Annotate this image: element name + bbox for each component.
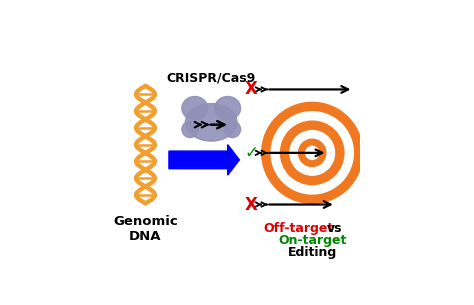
- Text: vs: vs: [327, 222, 342, 235]
- Circle shape: [271, 112, 353, 194]
- Text: Editing: Editing: [288, 246, 337, 259]
- Ellipse shape: [182, 121, 198, 138]
- Circle shape: [290, 131, 335, 175]
- Text: X: X: [245, 196, 257, 213]
- Text: On-target: On-target: [278, 234, 346, 247]
- Ellipse shape: [182, 96, 208, 120]
- FancyArrow shape: [169, 145, 239, 175]
- Text: Off-target: Off-target: [263, 222, 333, 235]
- Circle shape: [281, 121, 344, 185]
- Ellipse shape: [224, 121, 241, 138]
- Circle shape: [299, 139, 326, 167]
- Text: X: X: [245, 81, 257, 99]
- Circle shape: [306, 146, 319, 160]
- Text: Genomic
DNA: Genomic DNA: [113, 215, 178, 243]
- Ellipse shape: [215, 96, 241, 120]
- Text: ✓: ✓: [244, 144, 258, 162]
- Circle shape: [262, 102, 363, 203]
- Ellipse shape: [185, 103, 237, 141]
- Text: CRISPR/Cas9: CRISPR/Cas9: [166, 72, 256, 85]
